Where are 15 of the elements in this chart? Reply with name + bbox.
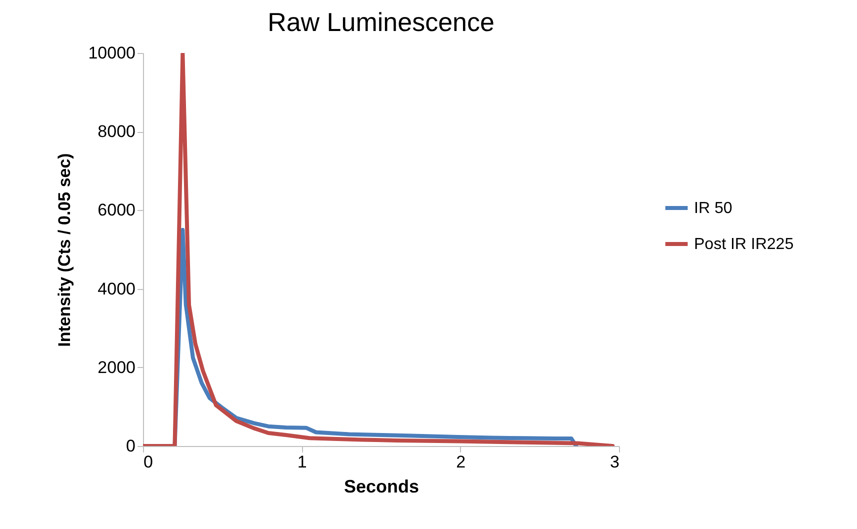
y-tick-label: 8000: [98, 122, 136, 142]
y-tick-label: 10000: [88, 44, 136, 62]
y-tick-label: 0: [126, 436, 136, 456]
y-tick-label: 2000: [98, 358, 136, 377]
x-tick-label: 0: [144, 452, 153, 472]
x-tick-label: 1: [297, 452, 307, 472]
x-axis-title: Seconds: [344, 476, 420, 496]
legend-label: Post IR IR225: [694, 236, 794, 253]
y-axis-title: Intensity (Cts / 0.05 sec): [55, 153, 74, 347]
y-tick-label: 4000: [98, 279, 136, 298]
legend-label: IR 50: [694, 200, 732, 217]
y-tick-label: 6000: [98, 200, 136, 220]
chart-title: Raw Luminescence: [268, 7, 494, 37]
x-tick-label: 3: [610, 452, 620, 472]
x-tick-label: 2: [456, 452, 466, 472]
